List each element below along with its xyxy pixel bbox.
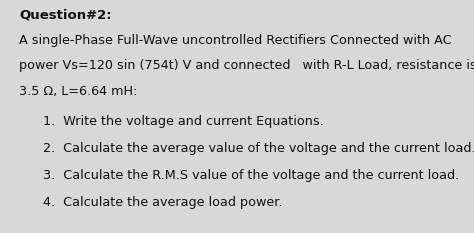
- Text: 3.5 Ω, L=6.64 mH:: 3.5 Ω, L=6.64 mH:: [19, 85, 137, 98]
- Text: Question#2:: Question#2:: [19, 8, 111, 21]
- Text: 4.  Calculate the average load power.: 4. Calculate the average load power.: [43, 196, 282, 209]
- Text: 3.  Calculate the R.M.S value of the voltage and the current load.: 3. Calculate the R.M.S value of the volt…: [43, 169, 459, 182]
- Text: 2.  Calculate the average value of the voltage and the current load.: 2. Calculate the average value of the vo…: [43, 142, 474, 155]
- Text: 1.  Write the voltage and current Equations.: 1. Write the voltage and current Equatio…: [43, 115, 323, 128]
- Text: A single-Phase Full-Wave uncontrolled Rectifiers Connected with AC: A single-Phase Full-Wave uncontrolled Re…: [19, 34, 452, 47]
- Text: power Vs=120 sin (754t) V and connected   with R-L Load, resistance is: power Vs=120 sin (754t) V and connected …: [19, 59, 474, 72]
